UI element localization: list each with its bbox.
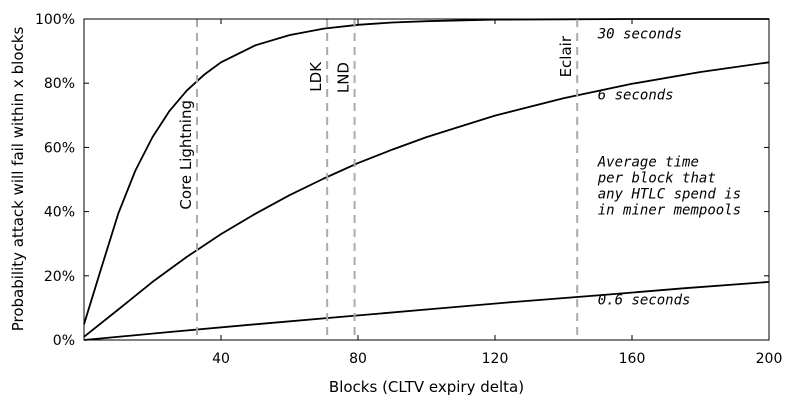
annotation-2-line-3: in miner mempools bbox=[598, 203, 741, 219]
x-tick-label-2: 120 bbox=[482, 351, 509, 367]
x-axis-label: Blocks (CLTV expiry delta) bbox=[329, 378, 524, 396]
y-tick-label-4: 80% bbox=[44, 76, 75, 92]
y-tick-label-3: 60% bbox=[44, 140, 75, 156]
y-tick-label-5: 100% bbox=[35, 12, 75, 28]
x-tick-label-3: 160 bbox=[619, 351, 646, 367]
annotation-1: 6 seconds bbox=[598, 87, 674, 103]
vline-label-3: Eclair bbox=[557, 35, 575, 77]
y-tick-label-2: 40% bbox=[44, 205, 75, 221]
y-axis-label: Probability attack will fail within x bl… bbox=[9, 27, 27, 332]
vline-label-1: LDK bbox=[307, 61, 325, 92]
annotation-3: 0.6 seconds bbox=[598, 293, 691, 309]
vline-label-2: LND bbox=[335, 62, 353, 93]
series-line-3 bbox=[83, 281, 770, 341]
series-line-2 bbox=[83, 61, 770, 338]
y-tick-label-0: 0% bbox=[53, 333, 75, 349]
x-tick-label-4: 200 bbox=[756, 351, 783, 367]
plot-frame bbox=[83, 18, 770, 341]
annotation-2-line-2: any HTLC spend is bbox=[598, 187, 741, 203]
y-tick-label-1: 20% bbox=[44, 269, 75, 285]
annotation-2-line-1: per block that bbox=[597, 171, 716, 187]
x-tick-label-1: 80 bbox=[349, 351, 367, 367]
annotation-2-line-0: Average time bbox=[597, 155, 699, 171]
vline-label-0: Core Lightning bbox=[177, 100, 195, 210]
annotation-0: 30 seconds bbox=[597, 26, 682, 42]
x-tick-label-0: 40 bbox=[212, 351, 230, 367]
